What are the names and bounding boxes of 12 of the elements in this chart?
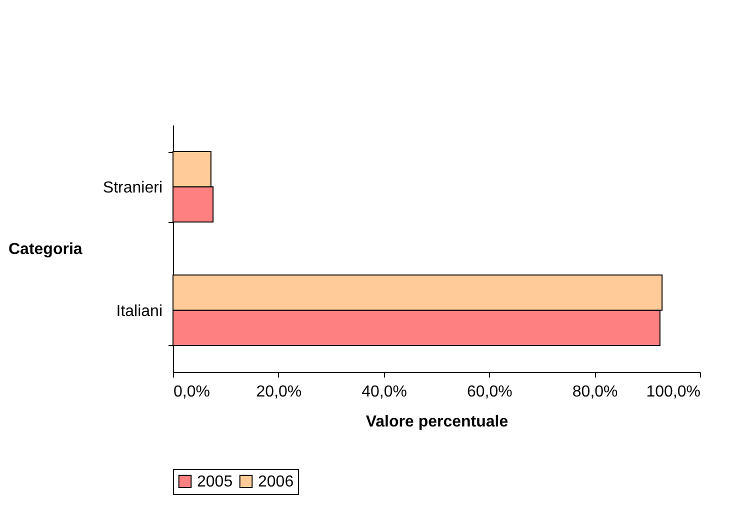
x-tick-label: 80,0%: [572, 384, 618, 400]
x-tick-label: 60,0%: [467, 384, 512, 400]
y-tick-label: Italiani: [116, 302, 162, 320]
y-tick-label: Stranieri: [102, 179, 162, 196]
legend-label: 2005: [197, 473, 233, 490]
x-tick-label: 40,0%: [362, 384, 407, 400]
x-tick-label: 100,0%: [646, 384, 700, 400]
x-tick-label: 0,0%: [174, 384, 210, 400]
x-axis-title: Valore percentuale: [366, 414, 508, 430]
y-axis-title: Categoria: [8, 241, 82, 258]
x-tick-label: 20,0%: [256, 384, 302, 400]
legend-label: 2006: [258, 473, 294, 490]
